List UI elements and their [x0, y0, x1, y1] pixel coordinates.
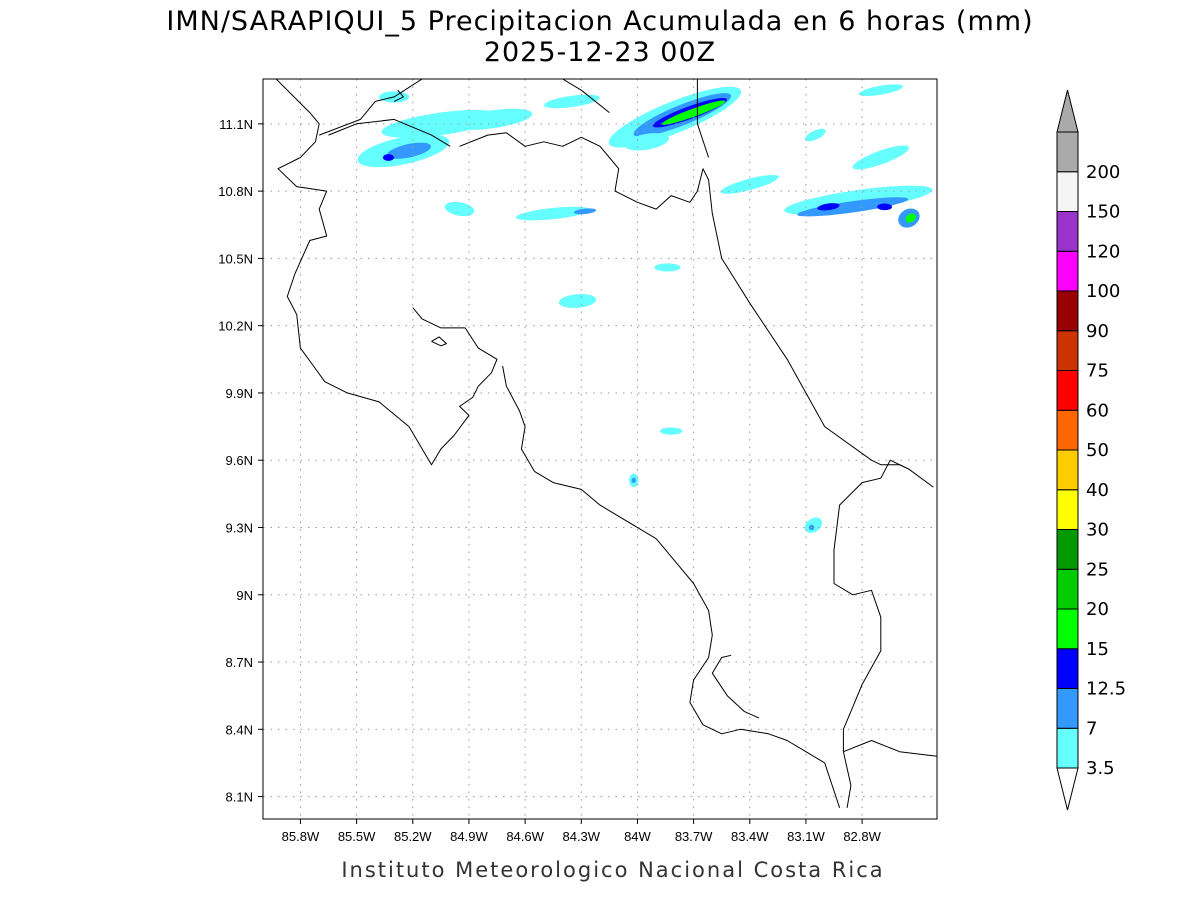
colorbar-swatch	[1056, 489, 1079, 530]
x-tick-label: 83.1W	[787, 829, 825, 844]
y-tick-label: 8.7N	[226, 655, 253, 670]
coastline	[696, 79, 710, 158]
x-tick-label: 83.7W	[675, 829, 713, 844]
y-tick-label: 9N	[236, 588, 253, 603]
precip-cell	[852, 145, 910, 170]
latitude-axis: 11.1N 10.8N 10.5N 10.2N 9.9N 9.6N 9.3N 9N 8.7N 8.…	[218, 117, 263, 805]
longitude-axis: 85.8W 85.5W 85.2W 84.9W 84.6W 84.3W 84W 83.7W 83…	[282, 819, 882, 844]
colorbar-swatch	[1056, 449, 1079, 491]
x-tick-label: 85.8W	[282, 829, 320, 844]
x-tick-label: 83.4W	[731, 829, 769, 844]
x-tick-label: 85.5W	[338, 829, 376, 844]
colorbar-swatch	[1056, 648, 1079, 689]
colorbar-level-label: 200	[1086, 162, 1120, 183]
precip-cell	[573, 208, 597, 215]
precip-cell	[654, 263, 681, 272]
coastline	[393, 89, 404, 102]
colorbar-level-label: 12.5	[1086, 679, 1126, 700]
coastline	[842, 740, 937, 808]
map-frame	[262, 78, 938, 820]
colorbar-swatch	[1056, 370, 1079, 411]
y-tick-label: 9.9N	[226, 386, 253, 401]
precip-cell	[624, 133, 669, 151]
precip-cell	[804, 517, 823, 533]
precipitation-layer	[357, 84, 933, 533]
coastline	[328, 118, 451, 147]
footer-credit: Instituto Meteorologico Nacional Costa R…	[341, 858, 884, 882]
precip-cell	[817, 203, 840, 211]
precip-cell	[905, 213, 917, 223]
precip-cell	[450, 108, 533, 130]
x-tick-label: 82.8W	[843, 829, 881, 844]
y-tick-label: 8.1N	[226, 790, 253, 805]
colorbar-level-label: 30	[1086, 520, 1109, 541]
y-tick-label: 8.4N	[226, 722, 253, 737]
precip-cell	[858, 84, 903, 97]
y-tick-label: 11.1N	[219, 117, 253, 132]
colorbar-level-label: 90	[1086, 321, 1109, 342]
colorbar-level-label: 40	[1086, 480, 1109, 501]
coastline	[275, 79, 498, 466]
coastline	[319, 79, 423, 136]
colorbar-legend: 3.5 7 12.5 15 20 25 30 40 50 60 75 90 100 120 150 200	[1056, 89, 1126, 811]
colorbar-level-label: 15	[1086, 639, 1109, 660]
y-tick-label: 10.2N	[218, 319, 253, 334]
colorbar-swatch	[1056, 290, 1079, 332]
colorbar-swatch	[1056, 211, 1079, 252]
map-title-line1: IMN/SARAPIQUI_5 Precipitacion Acumulada …	[166, 6, 1033, 37]
colorbar-swatch	[1056, 131, 1079, 173]
coastline	[502, 365, 841, 808]
x-tick-label: 84W	[624, 829, 651, 844]
colorbar-swatch	[1056, 171, 1079, 212]
colorbar-swatch	[1056, 568, 1079, 610]
colorbar-level-label: 120	[1086, 241, 1120, 262]
colorbar-level-label: 150	[1086, 202, 1120, 223]
precip-cell	[661, 100, 726, 125]
precip-cell	[877, 203, 893, 211]
precip-cell	[444, 201, 475, 217]
precip-cell	[659, 427, 683, 435]
coastline-layer	[275, 79, 937, 808]
colorbar-swatch	[1056, 529, 1079, 570]
y-tick-label: 9.3N	[226, 520, 253, 535]
x-tick-label: 84.9W	[450, 829, 488, 844]
precip-cell	[387, 142, 432, 159]
colorbar-level-label: 3.5	[1086, 758, 1115, 779]
colorbar-swatch	[1056, 409, 1079, 451]
colorbar-level-label: 20	[1086, 599, 1109, 620]
colorbar-level-label: 100	[1086, 281, 1120, 302]
colorbar-level-label: 25	[1086, 559, 1109, 580]
colorbar-swatch	[1056, 688, 1079, 729]
coastline	[833, 459, 910, 752]
colorbar-max-triangle	[1056, 89, 1079, 133]
colorbar-level-label: 7	[1086, 718, 1097, 739]
precip-cell	[544, 94, 600, 109]
precip-cell	[804, 128, 826, 142]
coastline	[711, 654, 760, 719]
map-title-line2: 2025-12-23 00Z	[484, 37, 716, 68]
colorbar-min-triangle	[1056, 767, 1079, 811]
precip-cell	[382, 154, 395, 161]
colorbar-level-label: 50	[1086, 440, 1109, 461]
colorbar-level-label: 75	[1086, 361, 1109, 382]
colorbar-swatch	[1056, 608, 1079, 650]
y-tick-label: 10.5N	[218, 251, 253, 266]
coastline	[459, 132, 934, 488]
precip-cell	[515, 206, 591, 221]
x-tick-label: 85.2W	[394, 829, 432, 844]
precip-cell	[558, 294, 597, 308]
colorbar-swatch	[1056, 330, 1079, 371]
y-tick-label: 10.8N	[218, 184, 253, 199]
y-tick-label: 9.6N	[226, 453, 253, 468]
colorbar-swatch	[1056, 250, 1079, 292]
x-tick-label: 84.6W	[506, 829, 544, 844]
x-tick-label: 84.3W	[562, 829, 600, 844]
coastline	[562, 79, 610, 113]
precip-cell	[631, 477, 636, 484]
coastline	[431, 336, 447, 347]
precip-cell	[797, 197, 909, 217]
colorbar-level-label: 60	[1086, 400, 1109, 421]
colorbar-swatch	[1056, 727, 1079, 769]
